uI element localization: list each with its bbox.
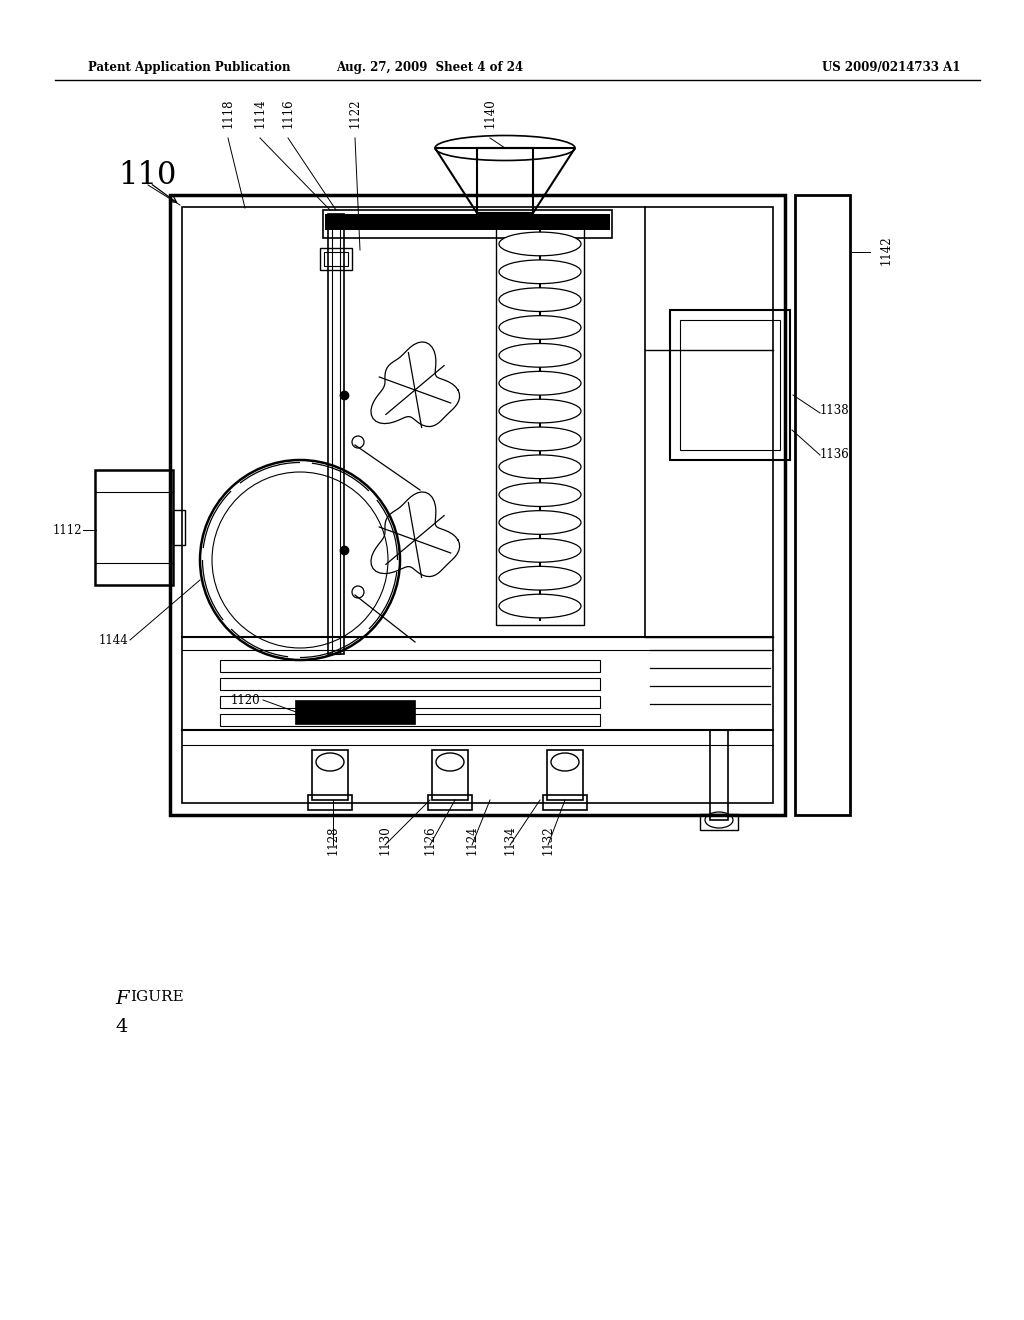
Bar <box>319 248 352 271</box>
Text: F: F <box>115 990 128 1008</box>
Bar <box>680 319 780 450</box>
Bar <box>670 310 790 459</box>
Ellipse shape <box>499 511 581 535</box>
Bar <box>332 214 340 653</box>
Text: 1124: 1124 <box>466 825 478 855</box>
Ellipse shape <box>499 539 581 562</box>
Ellipse shape <box>499 288 581 312</box>
Text: 1120: 1120 <box>230 693 260 706</box>
Bar <box>795 195 850 814</box>
Bar <box>173 510 185 545</box>
Text: 1136: 1136 <box>820 449 850 462</box>
Text: 1134: 1134 <box>504 825 516 855</box>
Text: Aug. 27, 2009  Sheet 4 of 24: Aug. 27, 2009 Sheet 4 of 24 <box>337 62 523 74</box>
Text: 1116: 1116 <box>282 99 295 128</box>
Bar <box>543 795 587 810</box>
Bar <box>432 750 468 800</box>
Ellipse shape <box>499 483 581 507</box>
Ellipse shape <box>499 315 581 339</box>
Ellipse shape <box>499 260 581 284</box>
Ellipse shape <box>499 566 581 590</box>
Text: 1118: 1118 <box>221 99 234 128</box>
Text: 1130: 1130 <box>379 825 391 855</box>
Bar <box>220 714 600 726</box>
Ellipse shape <box>499 428 581 450</box>
Ellipse shape <box>499 343 581 367</box>
Text: 1112: 1112 <box>52 524 82 536</box>
Text: 1140: 1140 <box>483 98 497 128</box>
Bar <box>547 750 583 800</box>
Bar <box>220 678 600 690</box>
Ellipse shape <box>499 399 581 422</box>
Text: 1122: 1122 <box>348 99 361 128</box>
Bar <box>182 207 773 803</box>
Bar <box>477 148 534 213</box>
Text: 1114: 1114 <box>254 99 266 128</box>
Text: 4: 4 <box>115 1018 127 1036</box>
Bar <box>170 195 785 814</box>
Bar <box>428 795 472 810</box>
Text: 1138: 1138 <box>820 404 850 417</box>
Text: Patent Application Publication: Patent Application Publication <box>88 62 291 74</box>
Ellipse shape <box>499 232 581 256</box>
Text: 1132: 1132 <box>542 825 555 855</box>
Ellipse shape <box>499 371 581 395</box>
Bar <box>323 210 612 238</box>
Text: IGURE: IGURE <box>130 990 183 1005</box>
Text: 1126: 1126 <box>424 825 436 855</box>
Bar <box>325 214 610 230</box>
Bar <box>220 660 600 672</box>
Text: 1144: 1144 <box>98 634 128 647</box>
Text: 1142: 1142 <box>880 235 893 265</box>
Bar <box>312 750 348 800</box>
Bar <box>324 252 348 267</box>
Bar <box>328 214 344 653</box>
Bar <box>220 696 600 708</box>
Bar <box>496 224 584 624</box>
Bar <box>295 700 415 723</box>
Ellipse shape <box>499 455 581 479</box>
Text: 1128: 1128 <box>327 825 340 855</box>
Bar <box>710 730 728 820</box>
Bar <box>95 470 173 585</box>
Ellipse shape <box>499 594 581 618</box>
Text: 110: 110 <box>118 160 176 191</box>
Text: US 2009/0214733 A1: US 2009/0214733 A1 <box>821 62 961 74</box>
Bar <box>700 814 738 830</box>
Bar <box>308 795 352 810</box>
